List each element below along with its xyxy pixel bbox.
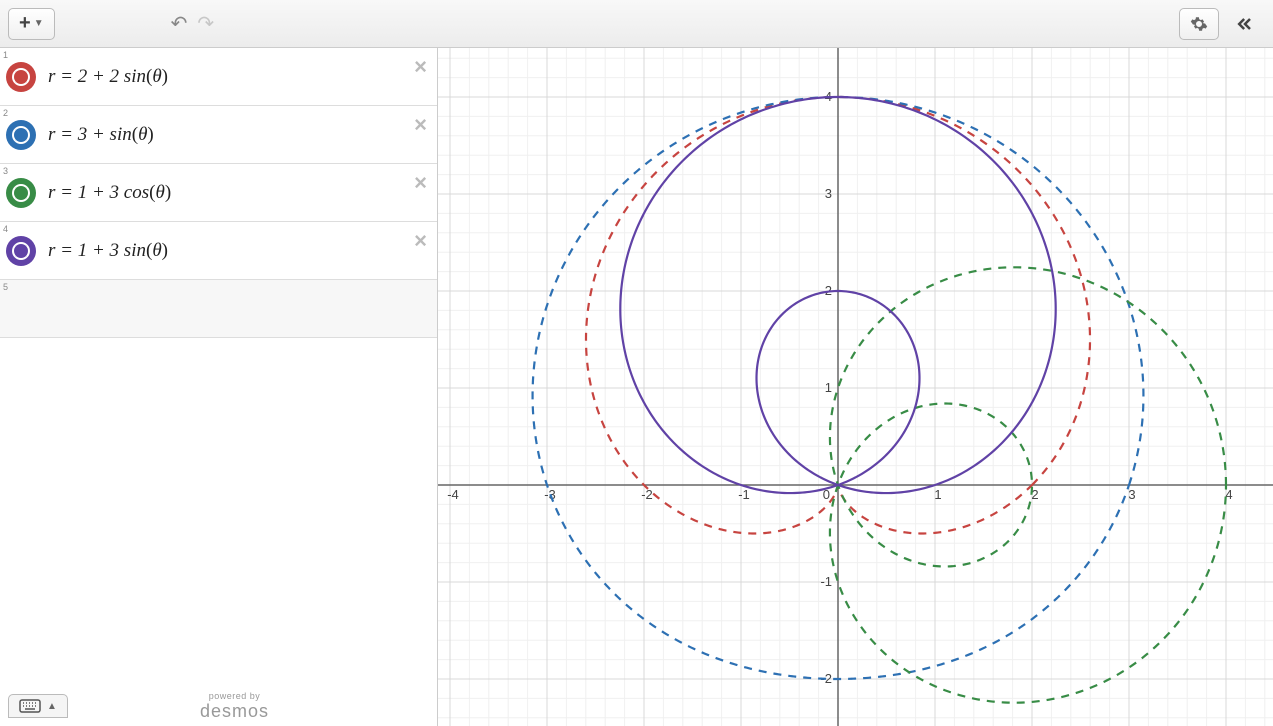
sidebar-footer: ▲ powered by desmos xyxy=(0,686,437,726)
expression-index: 2 xyxy=(3,108,8,118)
svg-text:3: 3 xyxy=(825,186,832,201)
keyboard-icon xyxy=(19,699,41,713)
expression-row[interactable]: 2 r = 3 + sin(θ)× xyxy=(0,106,437,164)
expression-index: 5 xyxy=(3,282,8,292)
svg-text:3: 3 xyxy=(1128,487,1135,502)
add-expression-button[interactable]: + ▼ xyxy=(8,8,55,40)
expression-formula[interactable]: r = 1 + 3 sin(θ) xyxy=(48,240,437,262)
expression-formula[interactable]: r = 3 + sin(θ) xyxy=(48,124,437,146)
color-swatch[interactable] xyxy=(6,120,36,150)
expression-formula[interactable]: r = 1 + 3 cos(θ) xyxy=(48,182,437,204)
svg-text:1: 1 xyxy=(934,487,941,502)
color-swatch[interactable] xyxy=(6,62,36,92)
settings-button[interactable] xyxy=(1179,8,1219,40)
gear-icon xyxy=(1190,15,1208,33)
graph-area[interactable]: -4-3-2-101234-2-11234 xyxy=(438,48,1273,726)
svg-text:-1: -1 xyxy=(738,487,750,502)
expression-index: 1 xyxy=(3,50,8,60)
expression-list: 1r = 2 + 2 sin(θ)×2r = 3 + sin(θ)×3r = 1… xyxy=(0,48,437,726)
svg-text:-1: -1 xyxy=(820,574,832,589)
svg-text:-4: -4 xyxy=(447,487,459,502)
expression-sidebar: 1r = 2 + 2 sin(θ)×2r = 3 + sin(θ)×3r = 1… xyxy=(0,48,438,726)
delete-button[interactable]: × xyxy=(414,228,427,254)
brand-label: desmos xyxy=(200,701,269,722)
chevron-down-icon: ▼ xyxy=(34,18,44,29)
expression-row[interactable]: 1 r = 2 + 2 sin(θ)× xyxy=(0,48,437,106)
delete-button[interactable]: × xyxy=(414,54,427,80)
chevrons-left-icon xyxy=(1235,14,1255,34)
toolbar: + ▼ ↶ ↷ xyxy=(0,0,1273,48)
graph-canvas: -4-3-2-101234-2-11234 xyxy=(438,48,1273,726)
powered-by-label: powered by xyxy=(200,691,269,701)
delete-button[interactable]: × xyxy=(414,170,427,196)
svg-text:1: 1 xyxy=(825,380,832,395)
color-swatch[interactable] xyxy=(6,236,36,266)
chevron-up-icon: ▲ xyxy=(47,701,57,712)
expression-formula[interactable]: r = 2 + 2 sin(θ) xyxy=(48,66,437,88)
redo-button[interactable]: ↷ xyxy=(197,11,214,36)
expression-index: 3 xyxy=(3,166,8,176)
undo-button[interactable]: ↶ xyxy=(171,11,188,36)
undo-redo-group: ↶ ↷ xyxy=(171,11,215,36)
collapse-sidebar-button[interactable] xyxy=(1225,8,1265,40)
delete-button[interactable]: × xyxy=(414,112,427,138)
color-swatch[interactable] xyxy=(6,178,36,208)
expression-row-empty[interactable]: 5 xyxy=(0,280,437,338)
expression-row[interactable]: 3 r = 1 + 3 cos(θ)× xyxy=(0,164,437,222)
expression-index: 4 xyxy=(3,224,8,234)
powered-by: powered by desmos xyxy=(200,691,269,722)
keyboard-button[interactable]: ▲ xyxy=(8,694,68,718)
plus-icon: + xyxy=(19,12,31,35)
expression-row[interactable]: 4 r = 1 + 3 sin(θ)× xyxy=(0,222,437,280)
